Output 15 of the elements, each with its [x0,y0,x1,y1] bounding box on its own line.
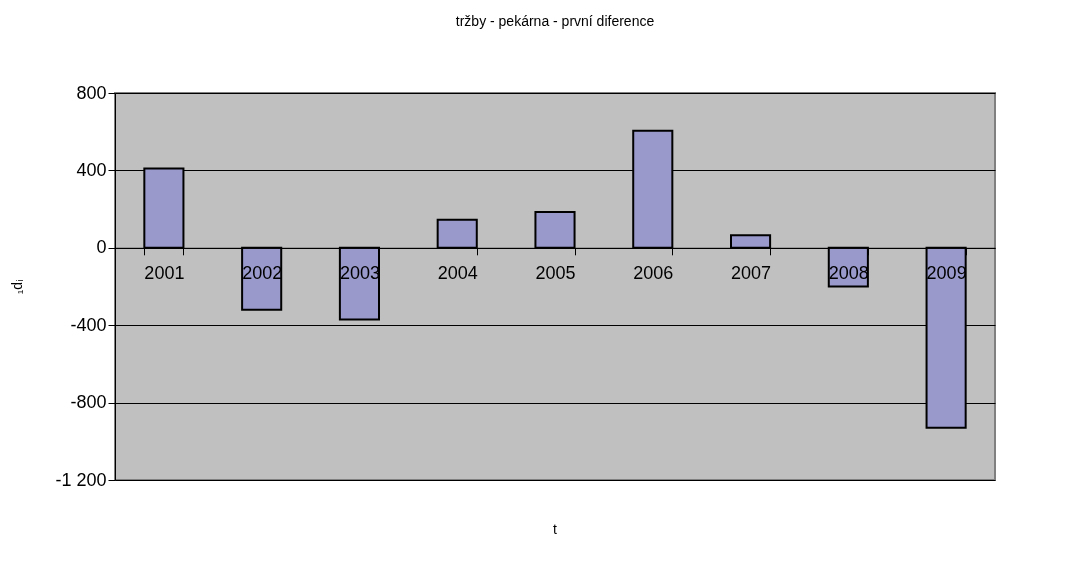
y-tick-label: -1 200 [55,469,107,490]
x-tick-label: 2004 [437,263,478,284]
x-tick-label: 2005 [535,263,576,284]
y-tick-label: -400 [70,314,107,335]
y-tick-label: 800 [76,82,107,103]
x-tick-label: 2001 [144,263,185,284]
chart-title: tržby - pekárna - první diference [455,13,655,29]
y-axis-title: ₁dᵢ [9,279,26,295]
y-tick-label: 400 [76,159,107,180]
x-tick-label: 2003 [339,263,380,284]
y-tick-label: 0 [96,237,107,258]
x-tick-label: 2007 [731,263,772,284]
x-axis-title: t [553,521,558,537]
x-tick-label: 2006 [633,263,674,284]
y-tick-label: -800 [70,392,107,413]
